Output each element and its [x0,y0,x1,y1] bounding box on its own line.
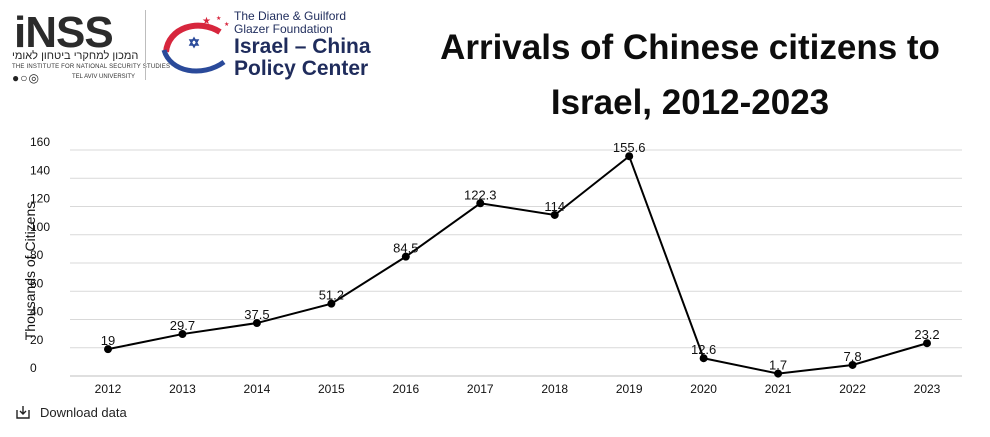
logo-divider [145,10,146,80]
svg-text:★: ★ [216,15,221,22]
download-icon [16,406,30,419]
x-tick-label: 2021 [765,382,792,395]
line-chart: 0 20 40 60 80 100 120 140 160 Thousands of Citize… [22,135,962,395]
y-tick-label: 0 [30,361,37,375]
data-point [774,369,783,378]
x-tick-label: 2012 [95,382,122,395]
x-tick-label: 2014 [244,382,271,395]
center-name: Israel – China Policy Center [234,36,371,80]
x-tick-label: 2019 [616,382,643,395]
x-tick-label: 2022 [839,382,866,395]
data-point [550,210,559,219]
y-tick-label: 60 [30,276,44,290]
data-label: 19 [101,333,115,348]
x-tick-label: 2015 [318,382,345,395]
inss-wordmark: iNSS [14,8,114,57]
x-tick-label: 2016 [392,382,419,395]
data-label: 122.3 [464,187,497,202]
data-label: 1.7 [769,358,787,373]
header: iNSS המכון למחקרי ביטחון לאומי THE INSTI… [0,0,990,122]
data-label: 114 [544,199,565,214]
data-label: 155.6 [613,140,646,155]
inss-english-name: THE INSTITUTE FOR NATIONAL SECURITY STUD… [12,64,171,70]
svg-text:★: ★ [214,27,219,34]
data-point [327,299,336,308]
inss-logo: iNSS המכון למחקרי ביטחון לאומי THE INSTI… [8,8,170,88]
x-tick-label: 2017 [467,382,494,395]
foundation-name: The Diane & Guilford Glazer Foundation [234,9,347,36]
data-label: 51.2 [319,288,344,303]
inss-university: TEL AVIV UNIVERSITY [72,74,136,80]
series-line [107,154,928,375]
data-label: 84.5 [393,241,418,256]
svg-text:★: ★ [202,16,211,27]
data-point [252,319,261,328]
data-point [848,360,857,369]
data-point [178,330,187,339]
x-tick-label: 2023 [914,382,941,395]
data-point [104,345,112,354]
y-tick-label: 40 [30,305,44,319]
center-name-line1: Israel – China [234,35,371,58]
data-label: 37.5 [244,307,269,322]
data-point [625,152,634,161]
x-tick-label: 2020 [690,382,717,395]
chart-title: Arrivals of Chinese citizens to Israel, … [440,28,940,122]
data-point [923,339,931,348]
data-point [401,252,410,261]
israel-china-emblem-icon: ★ ★ ★ ★ [161,15,229,74]
y-tick-label: 80 [30,248,44,262]
download-data-label: Download data [40,404,127,420]
data-point [476,199,485,208]
y-tick-label: 20 [30,333,44,347]
center-name-line2: Policy Center [234,57,369,80]
x-tick-label: 2013 [169,382,196,395]
y-tick-label: 160 [30,135,50,149]
data-label: 7.8 [844,349,862,364]
data-label: 12.6 [691,342,716,357]
svg-text:★: ★ [224,21,229,28]
x-tick-label: 2018 [541,382,568,395]
data-label: 29.7 [170,318,195,333]
y-tick-label: 120 [30,192,50,206]
data-label: 23.2 [914,327,939,342]
y-tick-label: 140 [30,163,50,177]
download-data-button[interactable]: Download data [16,402,127,422]
data-point [699,354,708,363]
inss-emblem-icon: ●○◎ [12,71,40,85]
y-tick-label: 100 [30,220,50,234]
y-axis-label: Thousands of Citizens [22,202,38,341]
inss-hebrew-name: המכון למחקרי ביטחון לאומי [12,50,139,62]
